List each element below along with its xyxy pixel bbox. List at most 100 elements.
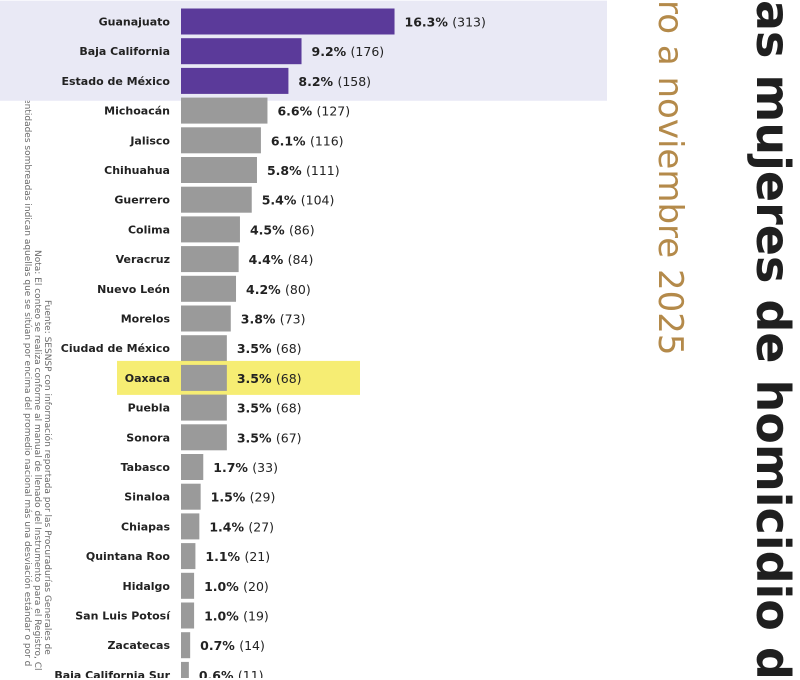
value-label: 4.2% (80) — [246, 282, 311, 297]
percent-value: 9.2% — [312, 44, 351, 59]
percent-value: 3.5% — [237, 430, 276, 445]
category-label: Estado de México — [61, 75, 170, 88]
count-value: (68) — [276, 341, 302, 356]
percent-value: 1.5% — [211, 490, 250, 505]
value-label: 1.1% (21) — [205, 549, 270, 564]
category-label: Chiapas — [121, 520, 170, 533]
value-label: 5.8% (111) — [267, 163, 340, 178]
chart-title: as mujeres de homicidio d — [746, 0, 800, 680]
percent-value: 8.2% — [298, 74, 337, 89]
value-label: 6.6% (127) — [277, 104, 350, 119]
category-label: Sonora — [126, 431, 170, 444]
bar — [181, 8, 395, 35]
bar — [181, 483, 201, 510]
bar — [181, 186, 252, 213]
value-label: 4.5% (86) — [250, 222, 315, 237]
value-label: 9.2% (176) — [312, 44, 385, 59]
bar — [181, 543, 196, 570]
category-label: Puebla — [128, 402, 170, 415]
bar — [181, 335, 227, 362]
count-value: (116) — [310, 133, 344, 148]
category-label: Quintana Roo — [86, 550, 171, 563]
percent-value: 0.6% — [199, 668, 238, 678]
category-label: Baja California Sur — [54, 669, 170, 678]
count-value: (84) — [288, 252, 314, 267]
count-value: (14) — [239, 638, 265, 653]
bar — [181, 275, 237, 302]
value-label: 1.7% (33) — [213, 460, 278, 475]
percent-value: 5.4% — [262, 193, 301, 208]
count-value: (68) — [276, 371, 302, 386]
count-value: (11) — [238, 668, 264, 678]
value-label: 1.0% (19) — [204, 609, 269, 624]
value-label: 1.4% (27) — [209, 519, 274, 534]
count-value: (21) — [244, 549, 270, 564]
bar — [181, 97, 268, 124]
percent-value: 5.8% — [267, 163, 306, 178]
count-value: (73) — [280, 312, 306, 327]
value-label: 8.2% (158) — [298, 74, 371, 89]
value-label: 16.3% (313) — [405, 15, 486, 30]
count-value: (86) — [289, 222, 315, 237]
count-value: (67) — [276, 430, 302, 445]
bar — [181, 661, 189, 678]
count-value: (19) — [243, 609, 269, 624]
chart-subtitle: ro a noviembre 2025 — [650, 0, 690, 356]
category-label: Guanajuato — [99, 16, 171, 29]
bar — [181, 394, 227, 421]
category-label: Tabasco — [121, 461, 171, 474]
value-label: 3.5% (68) — [237, 371, 302, 386]
count-value: (104) — [301, 193, 335, 208]
bar — [181, 305, 231, 332]
percent-value: 16.3% — [405, 15, 453, 30]
percent-value: 4.5% — [250, 222, 289, 237]
bar — [181, 572, 195, 599]
percent-value: 1.4% — [209, 519, 248, 534]
bar — [181, 424, 227, 451]
count-value: (80) — [285, 282, 311, 297]
bar — [181, 38, 302, 65]
percent-value: 3.5% — [237, 341, 276, 356]
bar — [181, 632, 191, 659]
percent-value: 3.5% — [237, 371, 276, 386]
highlight-band — [117, 360, 360, 395]
value-label: 3.8% (73) — [241, 312, 306, 327]
percent-value: 3.5% — [237, 401, 276, 416]
count-value: (33) — [252, 460, 278, 475]
value-label: 3.5% (67) — [237, 430, 302, 445]
bar — [181, 513, 200, 540]
bar — [181, 67, 289, 94]
category-label: Michoacán — [104, 105, 170, 118]
count-value: (27) — [248, 519, 274, 534]
bar — [181, 246, 239, 273]
category-label: Zacatecas — [107, 639, 170, 652]
value-label: 1.0% (20) — [204, 579, 269, 594]
percent-value: 1.0% — [204, 579, 243, 594]
category-label: Ciudad de México — [61, 342, 171, 355]
category-label: Colima — [128, 223, 170, 236]
value-label: 3.5% (68) — [237, 401, 302, 416]
bar — [181, 157, 257, 183]
bar — [181, 364, 227, 391]
percent-value: 6.6% — [277, 104, 316, 119]
bar — [181, 216, 240, 243]
category-label: Oaxaca — [125, 372, 170, 385]
value-label: 1.5% (29) — [211, 490, 276, 505]
bar — [181, 127, 261, 154]
percent-value: 4.2% — [246, 282, 285, 297]
value-label: 5.4% (104) — [262, 193, 335, 208]
category-label: Chihuahua — [104, 164, 170, 177]
percent-value: 1.7% — [213, 460, 252, 475]
percent-value: 4.4% — [249, 252, 288, 267]
percent-value: 1.0% — [204, 609, 243, 624]
percent-value: 3.8% — [241, 312, 280, 327]
category-label: San Luis Potosí — [75, 610, 171, 623]
category-label: Baja California — [79, 45, 170, 58]
category-label: Guerrero — [114, 194, 170, 207]
category-label: Sinaloa — [124, 491, 170, 504]
percent-value: 6.1% — [271, 133, 310, 148]
bar — [181, 454, 204, 480]
category-label: Jalisco — [129, 134, 170, 147]
value-label: 0.7% (14) — [200, 638, 265, 653]
percent-value: 0.7% — [200, 638, 239, 653]
